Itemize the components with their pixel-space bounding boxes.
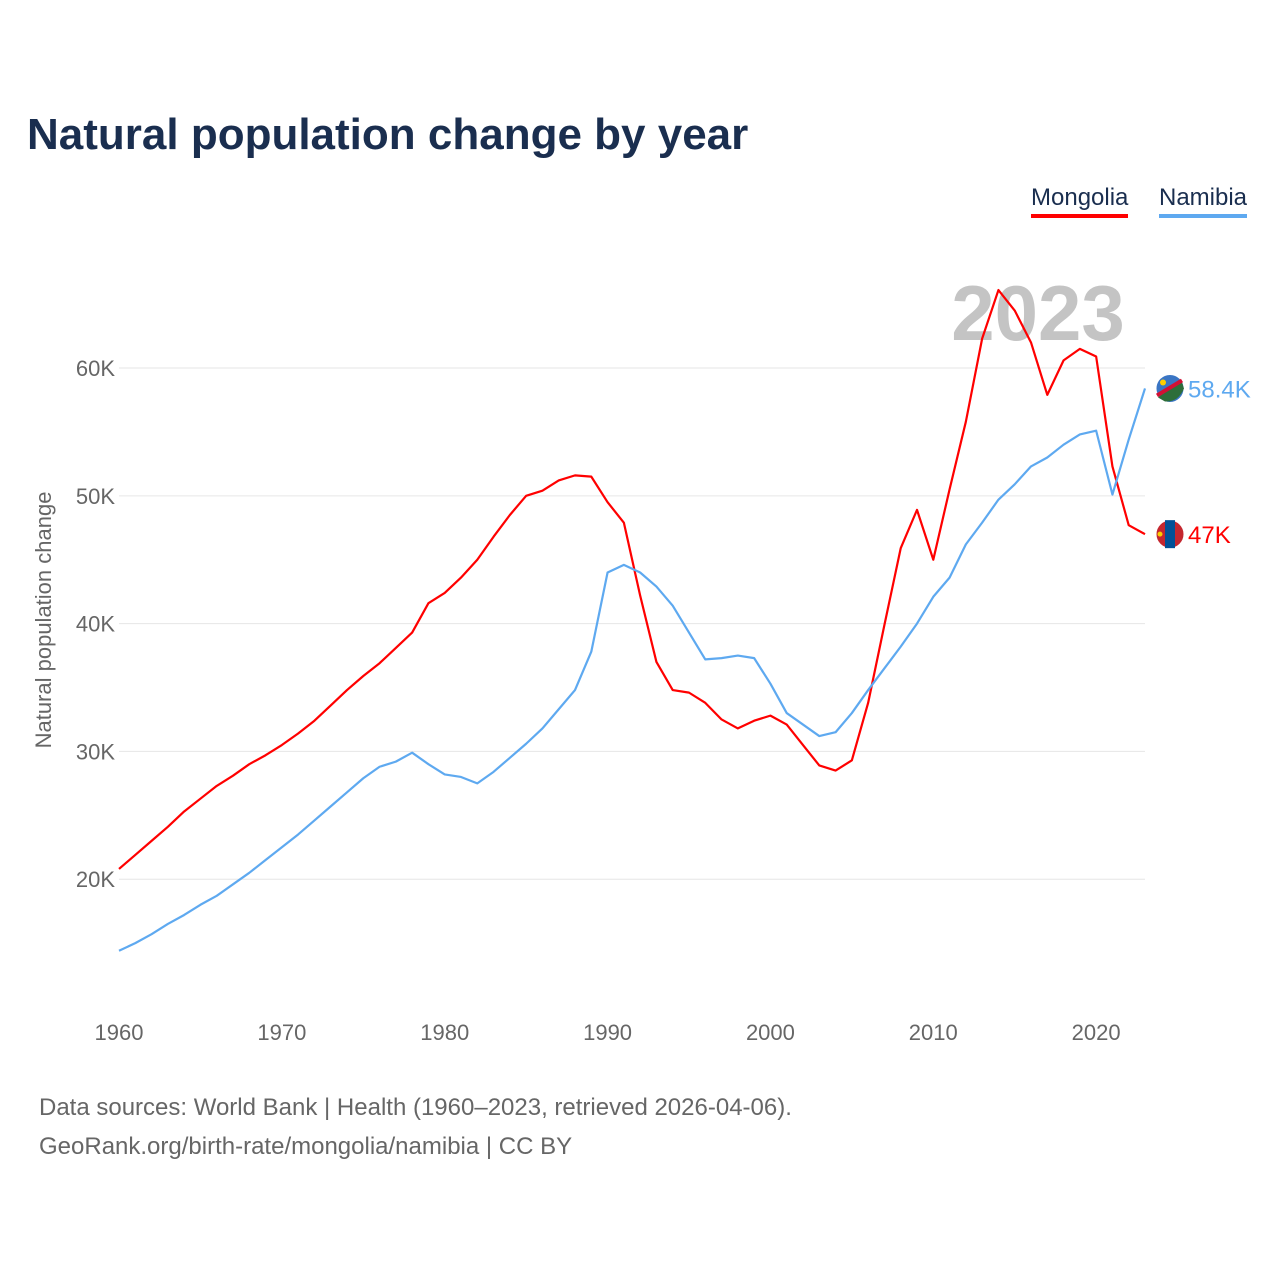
y-tick-label: 40K xyxy=(76,612,115,637)
end-label-namibia: 58.4K xyxy=(1188,376,1251,403)
attribution-line: GeoRank.org/birth-rate/mongolia/namibia … xyxy=(39,1133,573,1160)
x-tick-label: 1970 xyxy=(257,1020,306,1045)
x-tick-label: 1990 xyxy=(583,1020,632,1045)
y-tick-label: 50K xyxy=(76,484,115,509)
series-line-namibia xyxy=(118,388,1147,952)
flag-red-band xyxy=(1155,378,1184,398)
flag-sun xyxy=(1160,379,1166,386)
x-tick-label: 2010 xyxy=(909,1020,958,1045)
series-line-mongolia xyxy=(118,288,1146,870)
x-tick-label: 1980 xyxy=(420,1020,469,1045)
end-label-mongolia: 47K xyxy=(1188,522,1231,549)
legend-mongolia[interactable]: Mongolia xyxy=(1031,184,1129,218)
x-tick-label: 2000 xyxy=(746,1020,795,1045)
y-tick-label: 30K xyxy=(76,739,115,764)
footer: Data sources: World Bank | Health (1960–… xyxy=(39,1088,792,1166)
y-tick-label: 60K xyxy=(76,356,115,381)
x-tick-label: 1960 xyxy=(95,1020,144,1045)
year-watermark: 2023 xyxy=(951,269,1125,357)
x-tick-label: 2020 xyxy=(1072,1020,1121,1045)
flag-stripe xyxy=(1165,520,1175,549)
y-tick-label: 20K xyxy=(76,867,115,892)
legend-namibia[interactable]: Namibia xyxy=(1159,184,1248,218)
source-line: Data sources: World Bank | Health (1960–… xyxy=(39,1094,792,1121)
chart-title: Natural population change by year xyxy=(27,110,749,159)
flag-soyombo xyxy=(1157,531,1163,537)
y-axis-label: Natural population change xyxy=(31,492,56,749)
